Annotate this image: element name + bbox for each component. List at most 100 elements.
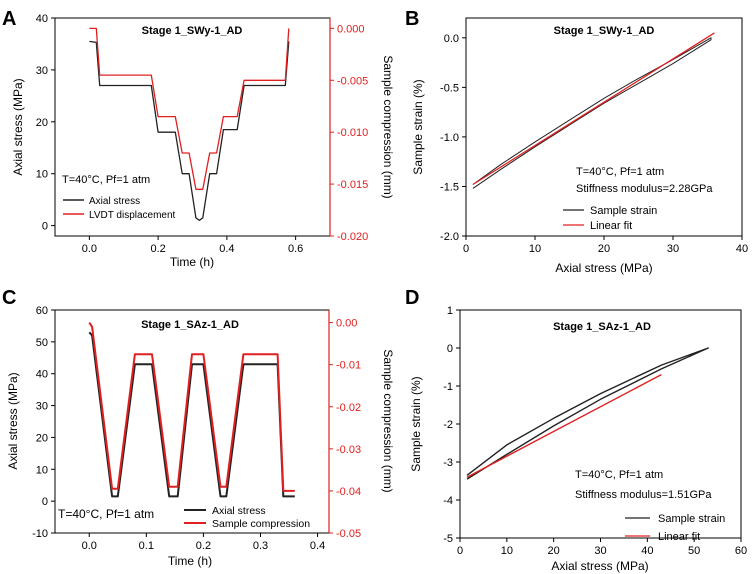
series-sample-compression — [88, 322, 295, 492]
chart-title: Stage 1_SWy-1_AD — [554, 25, 655, 37]
y-tick-label: 60 — [36, 305, 48, 317]
legend: Sample strain Linear fit — [563, 205, 657, 232]
panel-label: B — [405, 8, 419, 30]
y2-tick-label: 0.000 — [337, 23, 365, 35]
plot-frame — [459, 309, 742, 539]
y-tick-label: 20 — [36, 117, 48, 129]
y2-tick-label: -0.05 — [336, 528, 361, 540]
series-linear-fit — [466, 373, 662, 478]
panel-a-marks: 0.0 0.2 0.4 0.6 0 10 20 30 40 0.000 -0.005 -0.010 -0… — [36, 13, 368, 255]
y-axis-label: Sample strain (%) — [411, 79, 425, 174]
x-tick-label: 0.3 — [253, 540, 268, 552]
annotation-modulus: Stiffness modulus=1.51GPa — [575, 489, 712, 501]
y-tick-label: -5 — [443, 533, 453, 545]
x-axis-label: Axial stress (MPa) — [551, 559, 648, 573]
plot-frame — [465, 17, 743, 237]
y-axis-label: Axial stress (MPa) — [6, 372, 20, 469]
x-tick-label: 0 — [457, 545, 463, 557]
x-axis-label: Axial stress (MPa) — [555, 261, 652, 275]
legend-label: Linear fit — [658, 531, 700, 543]
legend-label: Sample strain — [590, 205, 657, 217]
x-tick-label: 30 — [667, 243, 679, 255]
x-tick-label: 0.6 — [288, 243, 303, 255]
y-tick-label: -1.5 — [440, 181, 459, 193]
legend-label: Sample compression — [212, 518, 310, 530]
x-tick-label: 0.0 — [82, 243, 97, 255]
panel-label: D — [405, 287, 419, 309]
y-tick-label: 0.0 — [444, 33, 459, 45]
y-tick-label: -0.5 — [440, 82, 459, 94]
x-tick-label: 0.2 — [196, 540, 211, 552]
x-tick-label: 40 — [641, 545, 653, 557]
y2-axis-label: Sample compression (mm) — [381, 349, 395, 492]
panel-c: C Stage 1_SAz-1_AD Time (h) Axial stress… — [2, 287, 395, 568]
x-tick-label: 10 — [501, 545, 513, 557]
panel-label: C — [2, 287, 16, 309]
plot-frame — [54, 309, 330, 534]
y-tick-label: -2 — [443, 419, 453, 431]
legend: Axial stress Sample compression — [184, 505, 310, 530]
legend: Sample strain Linear fit — [625, 513, 725, 543]
y-axis-label: Axial stress (MPa) — [11, 78, 25, 175]
y-tick-label: 1 — [447, 305, 453, 317]
y-tick-label: 30 — [36, 401, 48, 413]
x-tick-label: 30 — [594, 545, 606, 557]
y-tick-label: 0 — [42, 496, 48, 508]
y2-tick-label: 0.00 — [336, 318, 357, 330]
series-axial-stress — [89, 40, 290, 222]
x-tick-label: 0.1 — [139, 540, 154, 552]
y2-tick-label: -0.005 — [337, 75, 368, 87]
y-tick-label: -4 — [443, 495, 453, 507]
x-tick-label: 40 — [736, 243, 748, 255]
legend-label: LVDT displacement — [89, 210, 176, 221]
panel-b: B Stage 1_SWy-1_AD Axial stress (MPa) Sa… — [405, 8, 743, 275]
series-lvdt-displacement — [89, 27, 290, 190]
panel-c-marks: 0.0 0.1 0.2 0.3 0.4 -10 0 10 20 30 40 50 60 0.00 -0.01… — [32, 305, 361, 552]
series-sample-strain — [466, 347, 709, 480]
y-tick-label: 40 — [36, 13, 48, 25]
y-tick-label: 0 — [447, 343, 453, 355]
series-linear-fit — [472, 32, 715, 186]
x-tick-label: 0.2 — [150, 243, 165, 255]
x-tick-label: 50 — [688, 545, 700, 557]
legend-label: Linear fit — [590, 220, 632, 232]
y2-tick-label: -0.01 — [336, 360, 361, 372]
chart-title: Stage 1_SWy-1_AD — [142, 25, 243, 37]
annotation: T=40°C, Pf=1 atm — [576, 166, 664, 178]
x-tick-label: 10 — [529, 243, 541, 255]
y2-tick-label: -0.020 — [337, 231, 368, 243]
y-tick-label: -2.0 — [440, 231, 459, 243]
panel-b-marks: 0 10 20 30 40 0.0 -0.5 -1.0 -1.5 -2.0 — [440, 32, 748, 255]
chart-title: Stage 1_SAz-1_AD — [553, 321, 651, 333]
chart-title: Stage 1_SAz-1_AD — [141, 319, 239, 331]
y2-tick-label: -0.010 — [337, 127, 368, 139]
y-tick-label: 50 — [36, 337, 48, 349]
panel-d: D Stage 1_SAz-1_AD Axial stress (MPa) Sa… — [405, 287, 742, 573]
x-tick-label: 0.4 — [310, 540, 325, 552]
y2-tick-label: -0.03 — [336, 444, 361, 456]
x-tick-label: 20 — [548, 545, 560, 557]
y-tick-label: -1.0 — [440, 132, 459, 144]
y2-tick-label: -0.04 — [336, 486, 361, 498]
y-axis-label: Sample strain (%) — [409, 376, 423, 471]
annotation: T=40°C, Pf=1 atm — [58, 507, 154, 521]
legend-label: Sample strain — [658, 513, 725, 525]
x-tick-label: 20 — [598, 243, 610, 255]
series-axial-stress — [88, 331, 295, 498]
y-tick-label: 0 — [42, 221, 48, 233]
y-tick-label: 30 — [36, 65, 48, 77]
annotation-modulus: Stiffness modulus=2.28GPa — [576, 183, 713, 195]
legend-label: Axial stress — [89, 196, 140, 207]
x-tick-label: 0.4 — [219, 243, 234, 255]
x-tick-label: 60 — [735, 545, 747, 557]
y-tick-label: 10 — [36, 464, 48, 476]
series-sample-strain — [472, 37, 712, 189]
y2-axis-label: Sample compression (mm) — [381, 55, 395, 198]
y-tick-label: 40 — [36, 369, 48, 381]
y-tick-label: 20 — [36, 432, 48, 444]
x-tick-label: 0.0 — [82, 540, 97, 552]
y-tick-label: -3 — [443, 457, 453, 469]
y2-tick-label: -0.015 — [337, 179, 368, 191]
legend: Axial stress LVDT displacement — [63, 196, 176, 221]
